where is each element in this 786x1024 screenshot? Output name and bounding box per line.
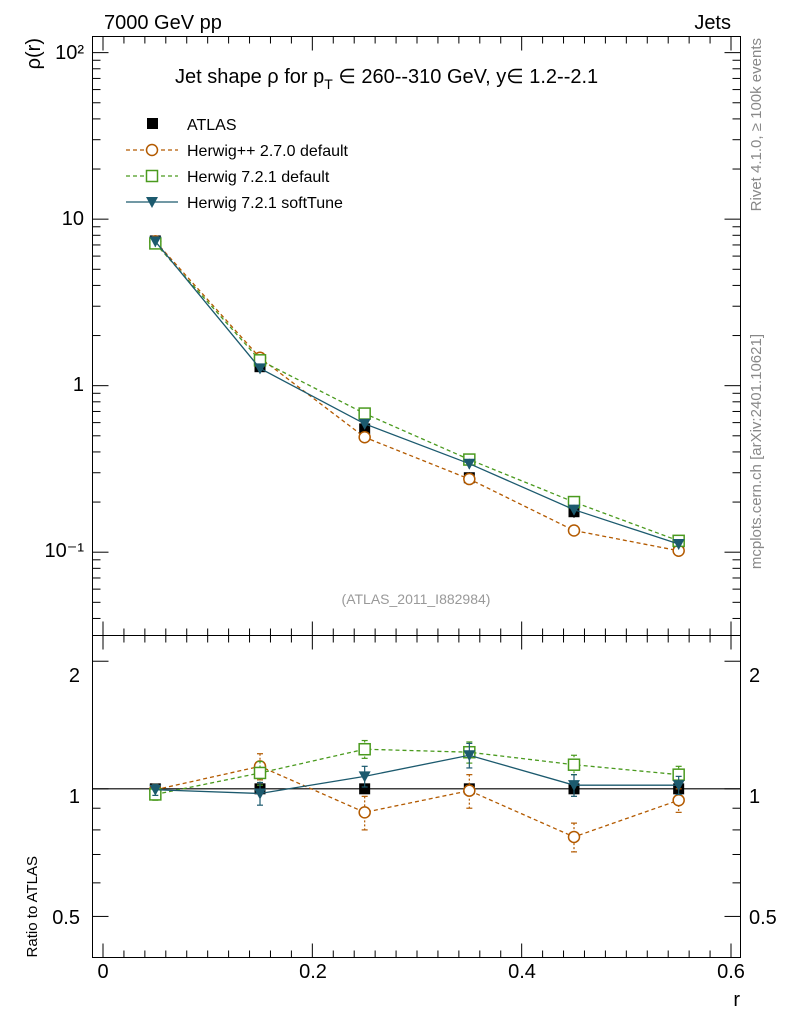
main-series-marker-2 [568,504,580,516]
ratio-tick-label-left-1: 1 [69,786,80,808]
ratio-series-marker-0 [463,784,476,797]
y-tick-label-0: 10⁻¹ [45,540,85,562]
legend-herwig721-default-label: Herwig 7.2.1 default [187,169,330,186]
ratio-series-group [149,739,685,853]
legend-atlas-marker [147,118,158,129]
title-part-a: Jet shape ρ for p [175,66,324,88]
x-tick-label-3: 0.6 [717,961,745,983]
ratio-tick-label-left-2: 2 [69,665,80,687]
legend-item-herwigpp: Herwig++ 2.7.0 default [126,143,349,160]
main-series-marker-2 [463,458,476,470]
x-tick-label-1: 0.2 [299,961,327,983]
ratio-series-line-1 [155,748,679,796]
x-tick-label-0: 0 [97,961,108,983]
analysis-watermark: (ATLAS_2011_I882984) [342,591,491,607]
ratio-series-marker-2 [149,784,162,796]
x-axis-label: r [733,989,740,1011]
ratio-plot-frame [92,635,741,958]
ratio-series-marker-2 [672,780,685,792]
main-series-marker-2 [358,418,371,430]
ratio-tick-label-right-1: 1 [749,786,760,808]
title-part-b: ∈ 260--310 GeV, y∈ 1.2--2.1 [333,66,598,88]
legend-herwig721-softtune-marker [146,197,158,208]
ratio-series-marker-2 [568,780,580,792]
x-tick-label-2: 0.4 [508,961,536,983]
chart-title: Jet shape ρ for pT ∈ 260--310 GeV, y∈ 1.… [175,66,598,92]
header-jets: Jets [694,12,731,34]
legend-item-herwig721-softtune: Herwig 7.2.1 softTune [126,195,343,212]
legend-herwigpp-marker [145,143,159,157]
title-part-sub: T [324,76,333,92]
main-series-marker-2 [672,538,685,550]
ratio-series-marker-2 [254,788,266,800]
ratio-tick-label-right-2: 2 [749,665,760,687]
header-energy: 7000 GeV pp [104,12,222,34]
main-series-marker-0 [358,431,371,444]
ratio-series-marker-0 [672,793,685,807]
ratio-series-marker-0 [567,830,581,844]
ratio-series-marker-1 [567,758,581,771]
legend: ATLAS Herwig++ 2.7.0 default Herwig 7.2.… [126,117,349,212]
rivet-label: Rivet 4.1.0, ≥ 100k events [748,38,765,211]
mcplots-label: mcplots.cern.ch [arXiv:2401.10621] [748,334,765,569]
legend-item-herwig721-default: Herwig 7.2.1 default [126,169,330,186]
legend-herwigpp-label: Herwig++ 2.7.0 default [187,143,349,160]
main-series-marker-2 [149,236,162,248]
main-series-marker-2 [254,363,266,375]
y-tick-label-1: 1 [73,374,84,396]
main-series-marker-1 [358,407,371,420]
ratio-tick-label-right-0: 0.5 [749,907,777,929]
legend-atlas-label: ATLAS [187,117,237,134]
ratio-series-marker-1 [253,766,267,780]
axis-ticks [92,36,741,958]
ratio-series-marker-0 [358,806,371,819]
main-series-line-0 [154,240,679,552]
main-series-line-2 [154,241,679,545]
y-tick-label-3: 10² [55,42,84,64]
y-tick-label-2: 10 [62,208,84,230]
ratio-series-marker-2 [463,750,476,762]
main-series-line-1 [154,242,679,542]
main-series-marker-0 [463,472,476,486]
ratio-tick-label-left-0: 0.5 [52,907,80,929]
ratio-y-axis-label: Ratio to ATLAS [24,856,41,957]
ratio-atlas-point [359,783,371,795]
ratio-series-marker-2 [358,771,371,783]
ratio-series-line-2 [155,754,679,795]
legend-herwig721-default-marker [145,169,159,183]
ratio-series-marker-1 [358,742,371,756]
legend-herwig721-softtune-label: Herwig 7.2.1 softTune [187,195,343,212]
ratio-series-line-0 [155,765,679,838]
main-series-marker-0 [567,524,581,537]
y-axis-label: ρ(r) [23,38,45,69]
legend-item-atlas: ATLAS [147,117,237,134]
main-series-group [149,235,685,558]
